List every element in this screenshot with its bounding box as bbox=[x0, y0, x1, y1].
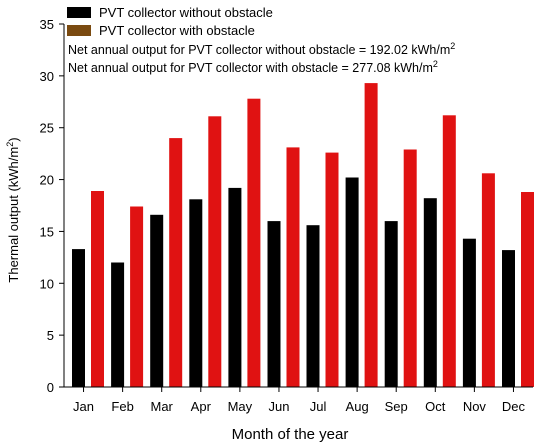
axes-layer: 0 5 10 15 20 25 30 35 Jan Feb Mar Apr May Jun Jul Aug Se… bbox=[40, 17, 533, 414]
bar-with-obstacle-nov bbox=[481, 173, 495, 387]
annotation-net-annual-output-without-obstacle: Net annual output for PVT collector with… bbox=[68, 41, 455, 57]
bar-with-obstacle-may bbox=[247, 98, 261, 387]
x-tick-label: Oct bbox=[425, 399, 446, 414]
bar-without-obstacle-feb bbox=[111, 262, 125, 387]
bar-without-obstacle-jun bbox=[267, 221, 281, 387]
bar-with-obstacle-apr bbox=[208, 116, 222, 388]
y-tick-label: 15 bbox=[40, 224, 54, 239]
bar-without-obstacle-nov bbox=[462, 238, 476, 387]
bar-with-obstacle-dec bbox=[521, 192, 534, 387]
bar-without-obstacle-aug bbox=[345, 177, 359, 387]
x-tick-label: Sep bbox=[385, 399, 408, 414]
bars-layer bbox=[72, 83, 534, 388]
x-tick-label: Mar bbox=[151, 399, 174, 414]
bar-with-obstacle-feb bbox=[130, 206, 144, 387]
x-tick-label: Feb bbox=[111, 399, 133, 414]
legend: PVT collector without obstacle PVT collec… bbox=[67, 5, 455, 75]
y-tick-label: 5 bbox=[47, 328, 54, 343]
bar-without-obstacle-jul bbox=[306, 225, 320, 387]
y-tick-label: 20 bbox=[40, 173, 54, 188]
y-tick-label: 30 bbox=[40, 69, 54, 84]
y-tick-label: 35 bbox=[40, 17, 54, 32]
bar-without-obstacle-may bbox=[228, 187, 242, 387]
legend-label-without-obstacle: PVT collector without obstacle bbox=[99, 5, 273, 20]
x-tick-label: Dec bbox=[502, 399, 526, 414]
legend-swatch-with-obstacle bbox=[67, 25, 91, 36]
bar-with-obstacle-oct bbox=[442, 115, 456, 388]
bar-without-obstacle-apr bbox=[189, 199, 203, 387]
legend-swatch-without-obstacle bbox=[67, 7, 91, 18]
annotation-net-annual-output-with-obstacle: Net annual output for PVT collector with… bbox=[68, 59, 438, 75]
bar-with-obstacle-jun bbox=[286, 147, 300, 387]
y-tick-label: 0 bbox=[47, 380, 54, 395]
x-tick-label: Aug bbox=[346, 399, 369, 414]
x-tick-label: Jun bbox=[268, 399, 289, 414]
bar-without-obstacle-mar bbox=[150, 214, 164, 387]
bar-with-obstacle-jan bbox=[91, 191, 104, 387]
bar-with-obstacle-mar bbox=[169, 138, 183, 387]
x-tick-label: Jul bbox=[310, 399, 327, 414]
bar-without-obstacle-sep bbox=[384, 221, 398, 387]
legend-label-with-obstacle: PVT collector with obstacle bbox=[99, 23, 255, 38]
x-tick-label: Apr bbox=[191, 399, 212, 414]
x-tick-label: Jan bbox=[73, 399, 94, 414]
bar-without-obstacle-jan bbox=[72, 249, 85, 387]
y-tick-label: 10 bbox=[40, 276, 54, 291]
bar-without-obstacle-oct bbox=[423, 198, 437, 387]
bar-with-obstacle-aug bbox=[364, 83, 378, 387]
y-tick-label: 25 bbox=[40, 121, 54, 136]
bar-with-obstacle-jul bbox=[325, 152, 339, 387]
y-axis-label: Thermal output (kWh/m2) bbox=[5, 137, 21, 282]
x-axis-label: Month of the year bbox=[232, 426, 349, 443]
bar-without-obstacle-dec bbox=[502, 250, 515, 387]
x-tick-label: May bbox=[228, 399, 253, 414]
bar-with-obstacle-sep bbox=[403, 149, 417, 387]
x-tick-label: Nov bbox=[463, 399, 487, 414]
